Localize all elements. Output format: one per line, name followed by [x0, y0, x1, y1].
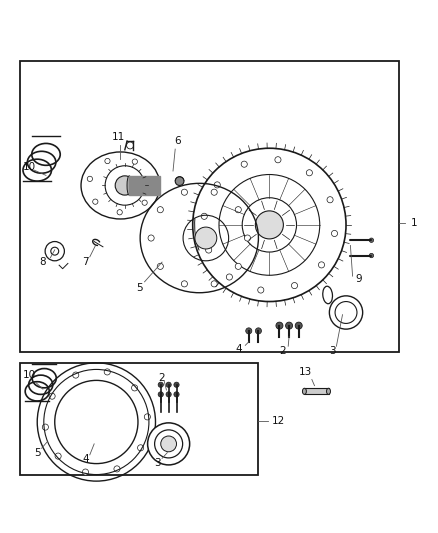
Circle shape — [158, 392, 163, 397]
Ellipse shape — [302, 388, 306, 394]
Text: 10: 10 — [23, 161, 36, 172]
Circle shape — [149, 177, 154, 183]
Bar — [20, 61, 399, 352]
Circle shape — [318, 262, 325, 268]
Text: 5: 5 — [136, 282, 143, 293]
Circle shape — [148, 423, 190, 465]
Circle shape — [205, 247, 212, 253]
Text: 4: 4 — [82, 454, 89, 464]
Circle shape — [195, 227, 217, 249]
Circle shape — [286, 322, 293, 329]
Circle shape — [174, 392, 179, 397]
Circle shape — [175, 177, 184, 185]
Bar — [20, 363, 258, 474]
Circle shape — [241, 161, 247, 167]
Circle shape — [158, 382, 163, 387]
Circle shape — [166, 392, 171, 397]
Circle shape — [42, 424, 49, 430]
Circle shape — [291, 282, 297, 289]
Circle shape — [93, 199, 98, 204]
Text: 6: 6 — [174, 136, 181, 146]
Circle shape — [51, 247, 59, 255]
Polygon shape — [129, 176, 160, 195]
Circle shape — [181, 189, 187, 195]
Text: 11: 11 — [112, 132, 125, 142]
Ellipse shape — [326, 388, 330, 394]
Circle shape — [82, 469, 88, 475]
Circle shape — [132, 159, 138, 164]
Circle shape — [335, 302, 357, 324]
Text: 13: 13 — [299, 367, 312, 377]
Circle shape — [49, 393, 55, 399]
Circle shape — [214, 182, 220, 188]
Circle shape — [235, 207, 241, 213]
Text: 8: 8 — [39, 257, 46, 267]
Circle shape — [201, 213, 207, 220]
Circle shape — [157, 263, 163, 269]
Circle shape — [275, 157, 281, 163]
Circle shape — [148, 235, 154, 241]
Circle shape — [73, 372, 79, 378]
Ellipse shape — [127, 176, 131, 195]
Text: 2: 2 — [159, 373, 166, 383]
Circle shape — [157, 207, 163, 213]
Circle shape — [45, 241, 64, 261]
Circle shape — [161, 436, 177, 452]
Circle shape — [258, 287, 264, 293]
Circle shape — [226, 274, 233, 280]
Circle shape — [114, 466, 120, 472]
Circle shape — [211, 189, 217, 195]
Text: 9: 9 — [356, 274, 362, 284]
Text: 3: 3 — [154, 458, 161, 468]
Circle shape — [166, 382, 171, 387]
Text: 5: 5 — [34, 448, 41, 458]
Circle shape — [104, 369, 110, 375]
Circle shape — [235, 263, 241, 269]
Circle shape — [369, 238, 374, 243]
Circle shape — [105, 158, 110, 164]
Circle shape — [369, 253, 374, 258]
Circle shape — [138, 445, 144, 451]
Circle shape — [306, 169, 312, 176]
Text: 12: 12 — [272, 416, 285, 426]
Circle shape — [181, 281, 187, 287]
Circle shape — [332, 230, 338, 237]
Ellipse shape — [323, 286, 332, 304]
Text: 10: 10 — [23, 369, 36, 379]
Circle shape — [55, 453, 61, 459]
Circle shape — [127, 142, 134, 149]
Circle shape — [155, 430, 183, 458]
Circle shape — [244, 235, 251, 241]
Circle shape — [246, 328, 252, 334]
Circle shape — [87, 176, 92, 182]
Bar — [304, 388, 328, 394]
Circle shape — [144, 414, 150, 420]
Text: 3: 3 — [329, 345, 336, 356]
Text: 2: 2 — [279, 345, 286, 356]
Circle shape — [117, 209, 122, 215]
Circle shape — [329, 296, 363, 329]
Circle shape — [115, 176, 134, 195]
Circle shape — [255, 211, 283, 239]
Text: 7: 7 — [82, 257, 89, 267]
Circle shape — [327, 197, 333, 203]
Circle shape — [255, 328, 261, 334]
Circle shape — [295, 322, 302, 329]
Text: 1: 1 — [411, 217, 417, 228]
Circle shape — [131, 385, 138, 391]
Circle shape — [174, 382, 179, 387]
Circle shape — [211, 281, 217, 287]
Circle shape — [276, 322, 283, 329]
Circle shape — [142, 200, 147, 205]
Text: 4: 4 — [235, 344, 242, 354]
